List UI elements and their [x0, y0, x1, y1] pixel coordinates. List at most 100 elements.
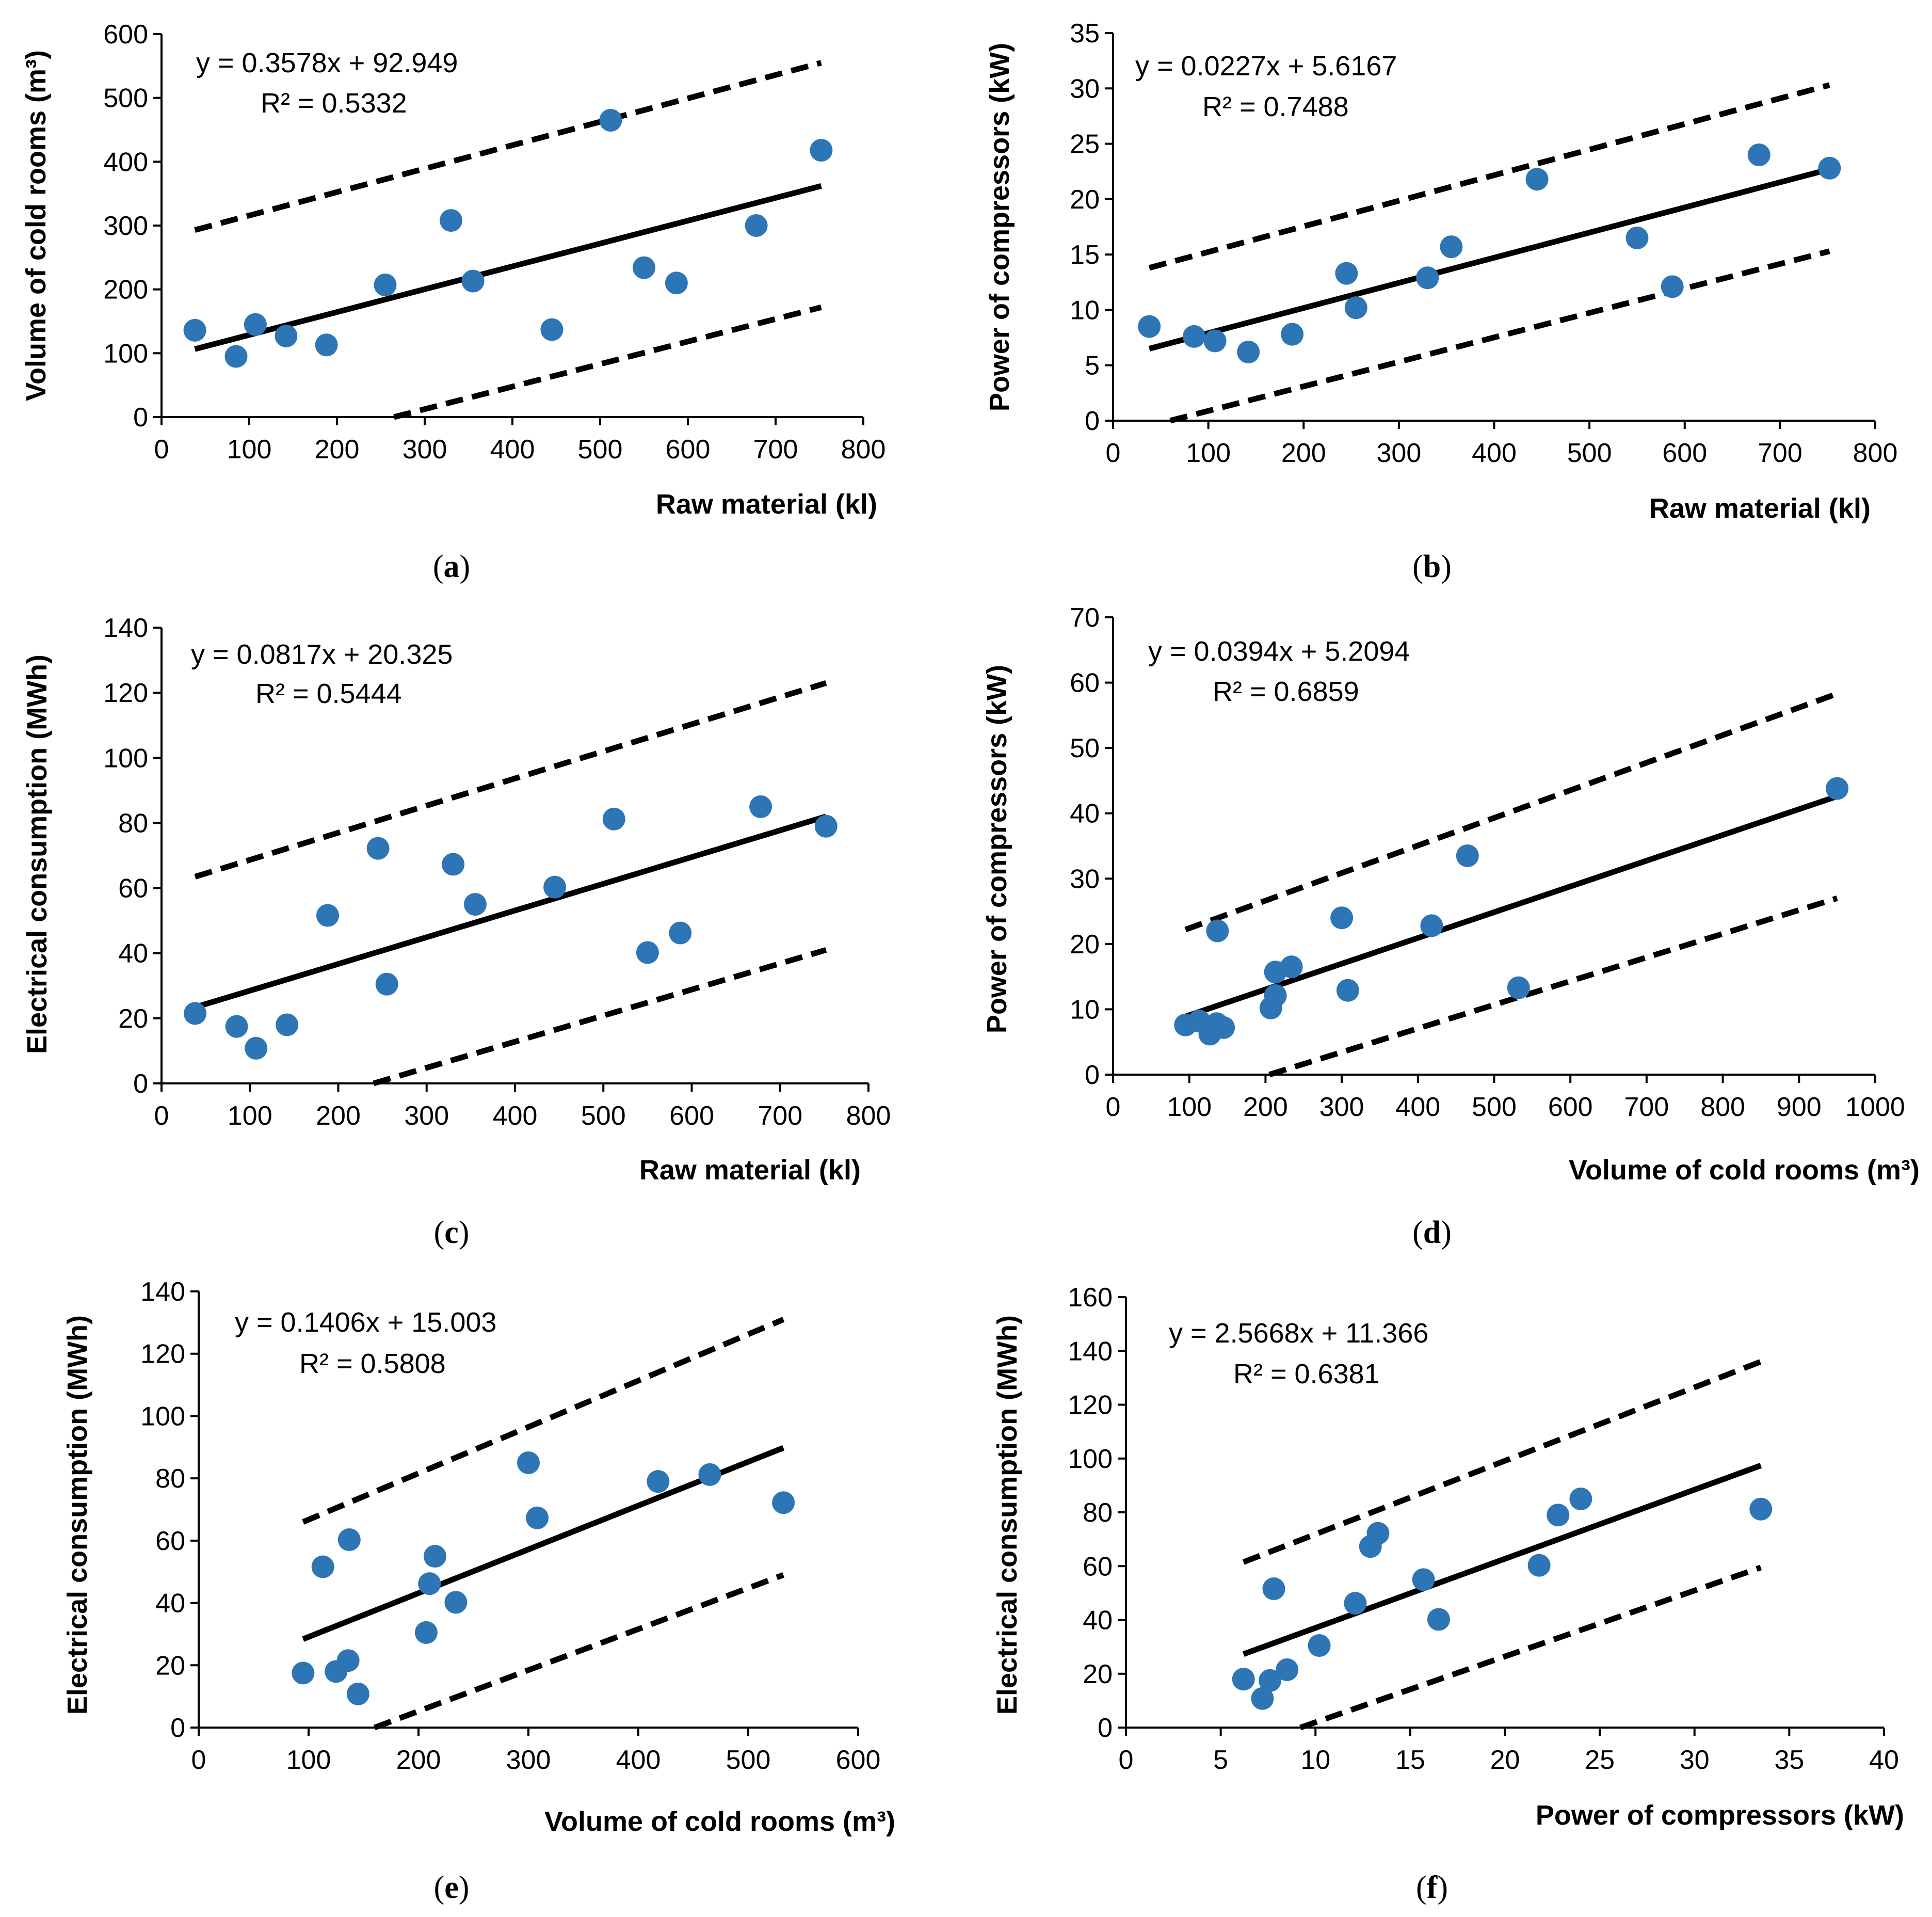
panel-a-y-tick-label: 400 [103, 147, 148, 177]
panel-d-data-point [1420, 914, 1443, 937]
panel-a-marks [183, 60, 833, 420]
panel-f-y-tick-label: 100 [1068, 1444, 1113, 1474]
panel-f-x-axis-label: Power of compressors (kW) [1536, 1800, 1904, 1831]
panel-d-x-tick-label: 0 [1106, 1092, 1121, 1122]
panel-e-data-point [698, 1463, 721, 1486]
panel-b-data-point [1182, 325, 1205, 348]
panel-b-x-tick-label: 800 [1853, 438, 1898, 468]
panel-e-y-tick-label: 40 [155, 1589, 185, 1619]
panel-c-data-point [184, 1002, 207, 1025]
panel-e-label: (e) [434, 1870, 470, 1905]
panel-e-data-point [423, 1545, 446, 1568]
panel-a-data-point [244, 313, 267, 336]
panel-c-data-point [442, 853, 465, 876]
panel-e-data-point [292, 1662, 315, 1685]
panel-b-y-tick-label: 0 [1085, 406, 1100, 436]
panel-c-x-axis-label: Raw material (kl) [639, 1155, 861, 1186]
panel-c-y-axis-label: Electrical consumption (MWh) [22, 654, 53, 1054]
panel-e-data-point [444, 1591, 468, 1614]
panel-f-data-point [1366, 1522, 1390, 1545]
panel-f-y-tick-label: 0 [1098, 1713, 1113, 1743]
panel-a-x-tick-label: 0 [154, 435, 169, 465]
panel-d-label: (d) [1412, 1215, 1452, 1250]
panel-e-data-point [311, 1555, 334, 1578]
panel-d-lower-bound-line [1268, 896, 1838, 1078]
panel-c-x-tick-label: 200 [316, 1101, 361, 1131]
panel-c-y-tick-label: 20 [118, 1004, 148, 1034]
panel-a-y-tick-label: 100 [103, 339, 148, 369]
panel-a: 0 100 200 300 400 500 600 0 100 200 300 400 500 600 70… [21, 20, 886, 584]
panel-c-data-point [602, 807, 625, 830]
panel-b-letter: b [1423, 549, 1441, 584]
panel-f-data-point [1569, 1487, 1592, 1510]
panel-a-y-tick-label: 600 [103, 20, 148, 50]
panel-a-x-tick-label: 200 [315, 435, 360, 465]
panel-a-letter: a [444, 549, 460, 584]
panel-e-data-point [526, 1506, 549, 1529]
panel-e-x-tick-label: 0 [191, 1745, 206, 1775]
panel-d-y-tick-label: 40 [1070, 799, 1100, 829]
panel-f-data-point [1232, 1668, 1255, 1691]
panel-d-data-point [1456, 844, 1479, 867]
panel-f-y-tick-label: 160 [1068, 1283, 1113, 1313]
panel-e: 0 20 40 60 80 100 120 140 0 100 200 300 400 500 600 y … [62, 1277, 895, 1905]
panel-c-data-point [276, 1013, 299, 1036]
panel-e-r2: R² = 0.5808 [299, 1348, 446, 1379]
panel-e-lower-bound-line [373, 1572, 785, 1731]
panel-b-data-point [1203, 329, 1227, 353]
panel-e-x-tick-label: 400 [616, 1745, 661, 1775]
panel-d-x-tick-label: 300 [1319, 1092, 1364, 1122]
panel-d-x-tick-label: 500 [1472, 1092, 1517, 1122]
panel-c-data-point [669, 921, 692, 945]
panel-b-axes: 0 5 10 15 20 25 30 35 0 100 200 300 400 500 600 700 800 [1070, 19, 1897, 468]
panel-c-label: (c) [434, 1215, 470, 1250]
panel-a-data-point [315, 333, 338, 357]
panel-a-equation: y = 0.3578x + 92.949 [196, 47, 458, 78]
panel-f-x-tick-label: 10 [1300, 1745, 1330, 1775]
panel-f-x-tick-label: 40 [1869, 1745, 1899, 1775]
panel-b-x-tick-label: 100 [1186, 438, 1231, 468]
panel-e-x-axis-label: Volume of cold rooms (m³) [544, 1806, 895, 1837]
panel-e-data-point [337, 1528, 361, 1552]
panel-a-y-tick-label: 200 [103, 275, 148, 305]
panel-f-letter: f [1427, 1870, 1438, 1905]
panel-f-x-tick-label: 20 [1490, 1745, 1520, 1775]
panel-c-x-tick-label: 500 [581, 1101, 626, 1131]
panel-b-r2: R² = 0.7488 [1202, 91, 1349, 122]
panel-d-data-point [1264, 984, 1287, 1007]
panel-f-data-point [1308, 1634, 1331, 1657]
panel-a-x-tick-label: 300 [403, 435, 447, 465]
panel-d-x-tick-label: 700 [1624, 1092, 1669, 1122]
panel-c-y-tick-label: 40 [118, 939, 148, 969]
panel-c-letter: c [444, 1215, 459, 1250]
panel-e-y-tick-label: 60 [155, 1526, 185, 1556]
panel-c-upper-bound-line [194, 680, 827, 880]
panel-a-axes: 0 100 200 300 400 500 600 0 100 200 300 400 500 600 70… [103, 20, 886, 465]
panel-e-data-point [647, 1470, 670, 1493]
panel-d-fit-line [1184, 793, 1838, 1019]
panel-e-data-point [418, 1572, 441, 1595]
panel-d-marks [1174, 691, 1849, 1078]
panel-d-data-point [1280, 955, 1303, 979]
panel-a-data-point [374, 274, 397, 297]
panel-c-data-point [463, 893, 487, 916]
panel-f-y-tick-label: 80 [1083, 1498, 1113, 1528]
panel-c-data-point [543, 875, 567, 899]
panel-c-x-tick-label: 300 [404, 1101, 449, 1131]
panel-a-x-tick-label: 100 [227, 435, 272, 465]
panel-b-data-point [1138, 315, 1161, 338]
panel-e-y-tick-label: 0 [170, 1713, 185, 1743]
panel-a-upper-bound-line [194, 60, 822, 233]
panel-e-equation: y = 0.1406x + 15.003 [235, 1307, 496, 1338]
panel-d-x-tick-label: 900 [1777, 1092, 1822, 1122]
panel-c-x-tick-label: 600 [669, 1101, 714, 1131]
panel-e-letter: e [444, 1870, 459, 1905]
panel-f-y-tick-label: 20 [1083, 1659, 1113, 1689]
panel-d-data-point [1507, 976, 1530, 999]
panel-b-x-tick-label: 200 [1281, 438, 1326, 468]
panel-b-lower-bound-line [1169, 248, 1830, 424]
panel-d-y-tick-label: 20 [1070, 930, 1100, 960]
panel-c-data-point [316, 904, 339, 927]
